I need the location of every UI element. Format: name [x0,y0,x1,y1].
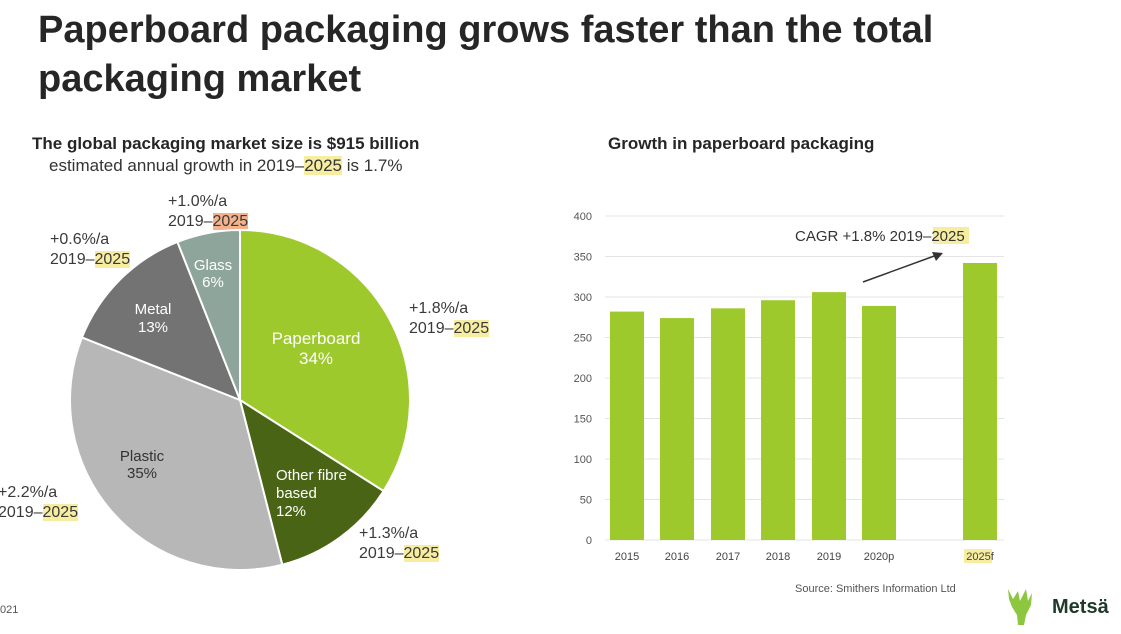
source-note: Source: Smithers Information Ltd [795,583,956,595]
cagr-year-highlight [933,227,969,244]
plastic-growth-label: +2.2%/a 2019–2025 [0,483,79,523]
metal-growth-period: 2019– [50,251,95,268]
paperboard-growth-rate: +1.8%/a [409,300,469,317]
bar-2019 [812,292,846,540]
bar-2015 [610,311,644,540]
pie-chart-heading: The global packaging market size is $915… [32,134,420,153]
pie-slice-metal [80,240,242,402]
pie-slice-other-fibre-based [238,397,385,566]
y-tick-label: 300 [574,292,592,304]
y-tick-label: 150 [574,414,592,426]
paperboard-growth-period: 2019– [409,320,454,337]
bar-2017 [711,308,745,540]
x-tick-label: 2025f [966,551,994,563]
y-tick-label: 200 [574,373,592,385]
subtitle-prefix: estimated annual growth in 2019– [49,156,305,175]
other-fibre-growth-label: +1.3%/a 2019–2025 [359,524,440,564]
metal-growth-label: +0.6%/a 2019–2025 [50,230,131,270]
bar-2016 [660,318,694,540]
bar-2025f [963,262,997,540]
x-tick-label: 2015 [615,551,639,563]
x-tick-label: 2018 [766,551,790,563]
y-tick-label: 350 [574,252,592,264]
bar-2020p [862,305,896,540]
glass-growth-rate: +1.0%/a [168,193,228,210]
plastic-growth-period: 2019– [0,504,43,521]
year-highlight [964,549,992,563]
antler-icon [1008,589,1032,625]
other-fibre-growth-rate: +1.3%/a [359,525,419,542]
pie-value-glass: 6% [202,274,224,291]
paperboard-growth-label: +1.8%/a 2019–2025 [409,299,490,339]
pie-chart-subtitle: estimated annual growth in 2019–2025 is … [49,156,403,176]
y-tick-label: 0 [586,535,592,547]
metal-growth-year: 2025 [94,251,131,268]
plastic-growth-rate: +2.2%/a [0,484,58,501]
x-tick-label: 2016 [665,551,689,563]
y-tick-label: 50 [580,495,592,507]
logo-wordmark: Metsä [1052,596,1109,618]
y-tick-label: 400 [574,211,592,223]
x-tick-label: 2020p [864,551,895,563]
cagr-annotation: CAGR +1.8% 2019–2025 [795,228,965,245]
cagr-arrow-line [862,254,938,283]
subtitle-year: 2025 [304,156,343,175]
pie-slice-glass [176,228,241,401]
paperboard-growth-year: 2025 [453,320,490,337]
pie-value-paperboard: 34% [299,349,333,368]
pie-label-glass: Glass [194,257,232,274]
metsa-logo [1008,589,1032,625]
page-number: 021 [0,604,19,616]
plastic-growth-year: 2025 [42,504,79,521]
pie-label-other-fibre-based: Other fibre based [276,467,347,502]
pie-value-metal: 13% [138,319,168,336]
y-tick-label: 250 [574,333,592,345]
bar-2018 [761,300,795,540]
x-tick-label: 2017 [716,551,740,563]
page-title: Paperboard packaging grows faster than t… [38,9,934,100]
pie-label-paperboard: Paperboard [272,329,361,348]
pie-label-plastic: Plastic [120,448,165,465]
pie-value-other-fibre-based: 12% [276,503,306,520]
glass-growth-period: 2019– [168,213,213,230]
pie-slice-plastic [69,336,284,571]
metal-growth-rate: +0.6%/a [50,231,110,248]
glass-growth-year: 2025 [212,213,249,230]
y-tick-label: 100 [574,454,592,466]
bar-chart-heading: Growth in paperboard packaging [608,134,875,153]
x-tick-label: 2019 [817,551,841,563]
pie-value-plastic: 35% [127,465,157,482]
other-fibre-growth-year: 2025 [403,545,440,562]
subtitle-suffix: is 1.7% [342,156,403,175]
arrow-head-icon [932,252,943,261]
glass-growth-label: +1.0%/a 2019–2025 [168,192,249,232]
pie-label-metal: Metal [135,301,172,318]
paperboard-bar-chart: 0 50 100 150 200 250 300 350 400 2015 2016 2017 2018… [574,211,1004,563]
other-fibre-growth-period: 2019– [359,545,404,562]
